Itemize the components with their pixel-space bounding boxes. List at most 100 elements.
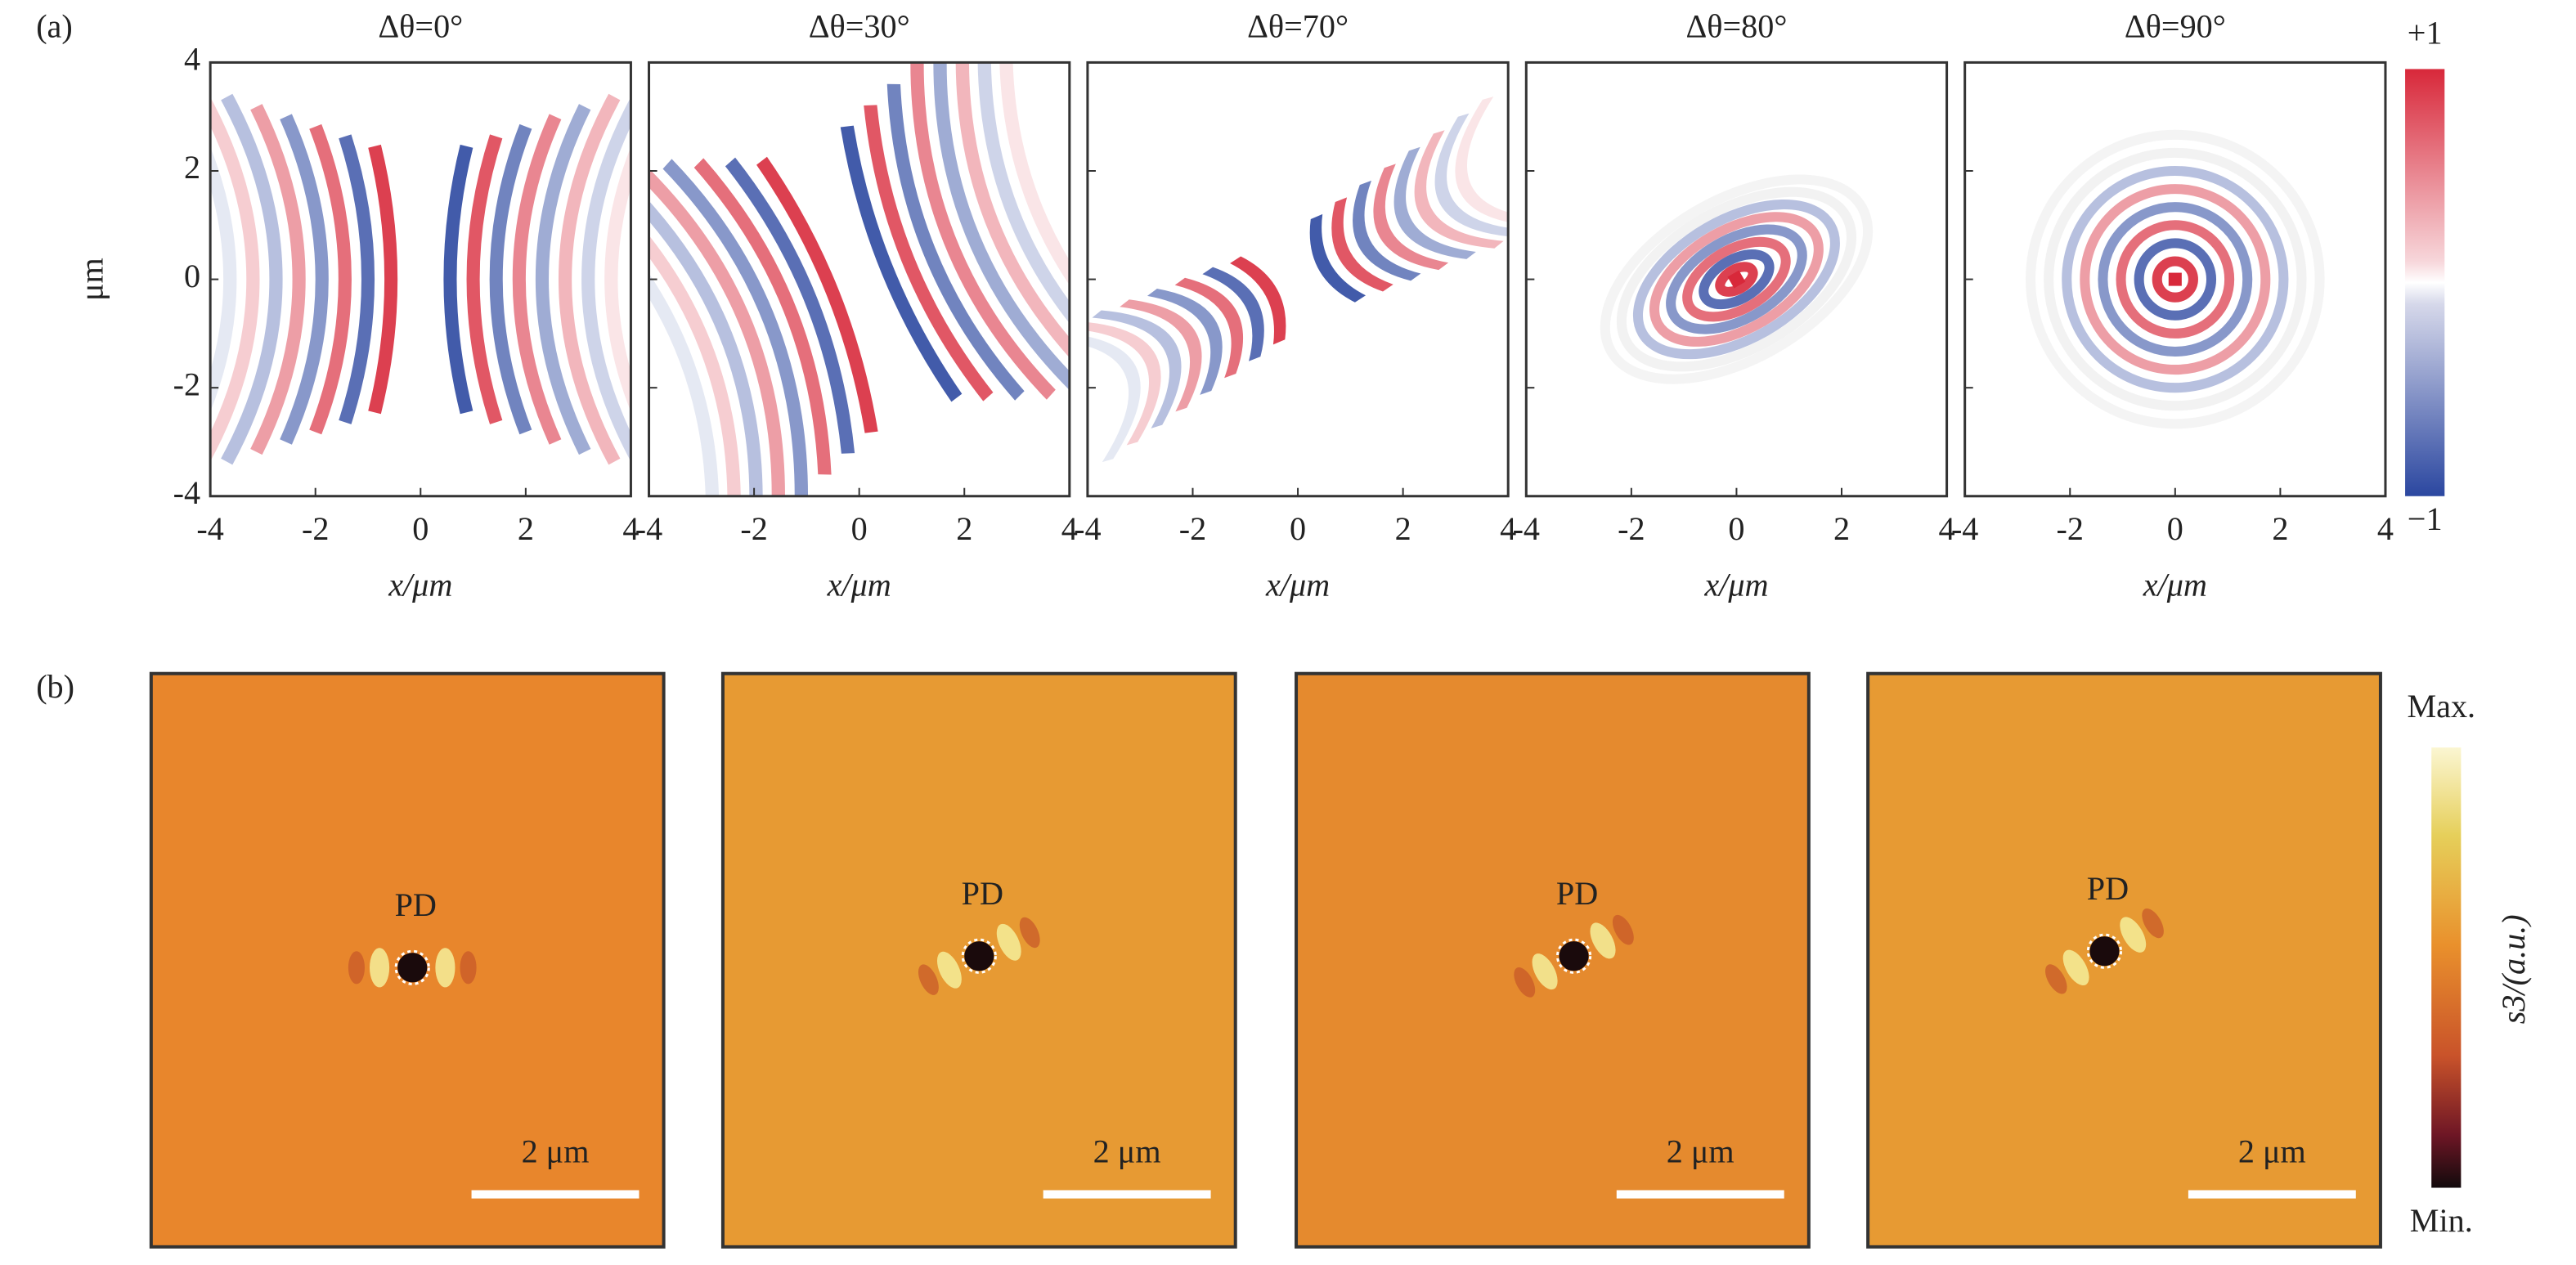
- ring: [2026, 129, 2325, 429]
- stripe: [1092, 310, 1182, 428]
- ring: [1649, 212, 1824, 347]
- particle-outline: [394, 949, 430, 985]
- ring: [2098, 202, 2253, 357]
- stripe: [581, 96, 631, 462]
- colorbar: [2431, 747, 2462, 1188]
- stripe: [662, 159, 809, 496]
- stripe: [1202, 267, 1264, 361]
- stripe: [280, 114, 329, 445]
- ring: [2062, 165, 2289, 393]
- stripe: [756, 156, 878, 433]
- x-tick-label: 2: [518, 510, 534, 547]
- stripe: [309, 123, 352, 435]
- plot-bg: [1087, 62, 1509, 496]
- particle: [397, 953, 428, 983]
- stripe: [368, 144, 398, 415]
- stripe: [1120, 299, 1202, 412]
- x-tick-label: 0: [412, 510, 429, 547]
- marker-label: PD: [395, 886, 437, 923]
- ring: [1616, 186, 1857, 372]
- stripe: [1147, 289, 1223, 395]
- y-tick-label: 0: [184, 258, 200, 294]
- stripe: [466, 134, 503, 424]
- fringe: [460, 951, 477, 985]
- x-axis-label: x/μm: [2143, 566, 2207, 603]
- x-tick-label: -4: [635, 510, 662, 547]
- stripe: [489, 123, 532, 435]
- particle: [2089, 936, 2120, 967]
- x-tick-label: -2: [1179, 510, 1206, 547]
- field-pattern: [648, 62, 1070, 496]
- stripe: [1393, 146, 1476, 259]
- stripe: [1353, 180, 1421, 281]
- fringe: [2044, 964, 2067, 994]
- ring: [2116, 220, 2235, 339]
- fringes: [918, 917, 1040, 995]
- x-tick-label: 0: [1728, 510, 1744, 547]
- fringe: [1532, 953, 1558, 990]
- scale-bar-label: 2 μm: [2238, 1133, 2306, 1170]
- scale-bar-label: 2 μm: [1093, 1133, 1161, 1170]
- stripe: [1309, 213, 1367, 303]
- panel-title: Δθ=90°: [2125, 7, 2226, 44]
- plot-bg: [648, 62, 1070, 496]
- stripe: [1434, 113, 1509, 238]
- particle-outline: [2086, 933, 2123, 969]
- stripe: [210, 96, 260, 462]
- x-tick-label: -2: [2057, 510, 2084, 547]
- panel-label: (b): [36, 668, 74, 705]
- stripe: [955, 62, 1070, 398]
- panel-title: Δθ=80°: [1685, 7, 1787, 44]
- stripe: [221, 93, 283, 465]
- ring: [1600, 174, 1874, 384]
- stripe: [648, 161, 741, 496]
- fringes: [2044, 908, 2164, 994]
- stripe: [1087, 331, 1141, 463]
- particle-outline: [961, 938, 997, 974]
- x-tick-label: 4: [2377, 510, 2394, 547]
- fringe: [2142, 908, 2164, 939]
- stripe: [1373, 164, 1449, 271]
- fringe: [435, 948, 456, 988]
- colorbar-min: −1: [2408, 500, 2443, 537]
- field-pattern: [1526, 62, 1947, 496]
- x-tick-label: -2: [1618, 510, 1645, 547]
- stripe: [1230, 256, 1286, 345]
- y-tick-label: -4: [173, 474, 200, 511]
- stripe: [648, 159, 785, 496]
- x-tick-label: 2: [1833, 510, 1850, 547]
- plot-bg: [210, 62, 631, 496]
- fringe: [918, 964, 939, 995]
- y-tick-label: 2: [184, 149, 200, 186]
- ring: [2080, 184, 2271, 375]
- afm-image: [1866, 671, 2382, 1249]
- fringe: [348, 951, 365, 985]
- colorbar-label: s3/(a.u.): [2495, 914, 2532, 1024]
- stripe: [1174, 277, 1244, 379]
- x-tick-label: 2: [2272, 510, 2288, 547]
- y-axis-label: μm: [74, 258, 110, 301]
- fringe: [1514, 967, 1536, 998]
- fringe: [1612, 914, 1634, 945]
- stripe: [933, 62, 1070, 399]
- x-tick-label: 2: [1395, 510, 1411, 547]
- colorbar-max: Max.: [2407, 688, 2475, 724]
- colorbar-min: Min.: [2410, 1202, 2473, 1239]
- stripe: [210, 146, 237, 412]
- panel-title: Δθ=30°: [809, 7, 910, 44]
- stripe: [604, 146, 631, 412]
- stripe: [1331, 197, 1393, 292]
- x-tick-label: 2: [956, 510, 972, 547]
- field-pattern: [1087, 62, 1509, 496]
- ring: [2134, 238, 2217, 321]
- x-tick-label: -2: [302, 510, 329, 547]
- fringe: [370, 948, 390, 988]
- ring: [1666, 224, 1807, 334]
- scale-bar-label: 2 μm: [1667, 1133, 1735, 1170]
- particle: [1559, 941, 1589, 971]
- x-axis-label: x/μm: [388, 566, 452, 603]
- scale-bar-label: 2 μm: [522, 1133, 590, 1170]
- stripe: [535, 104, 591, 455]
